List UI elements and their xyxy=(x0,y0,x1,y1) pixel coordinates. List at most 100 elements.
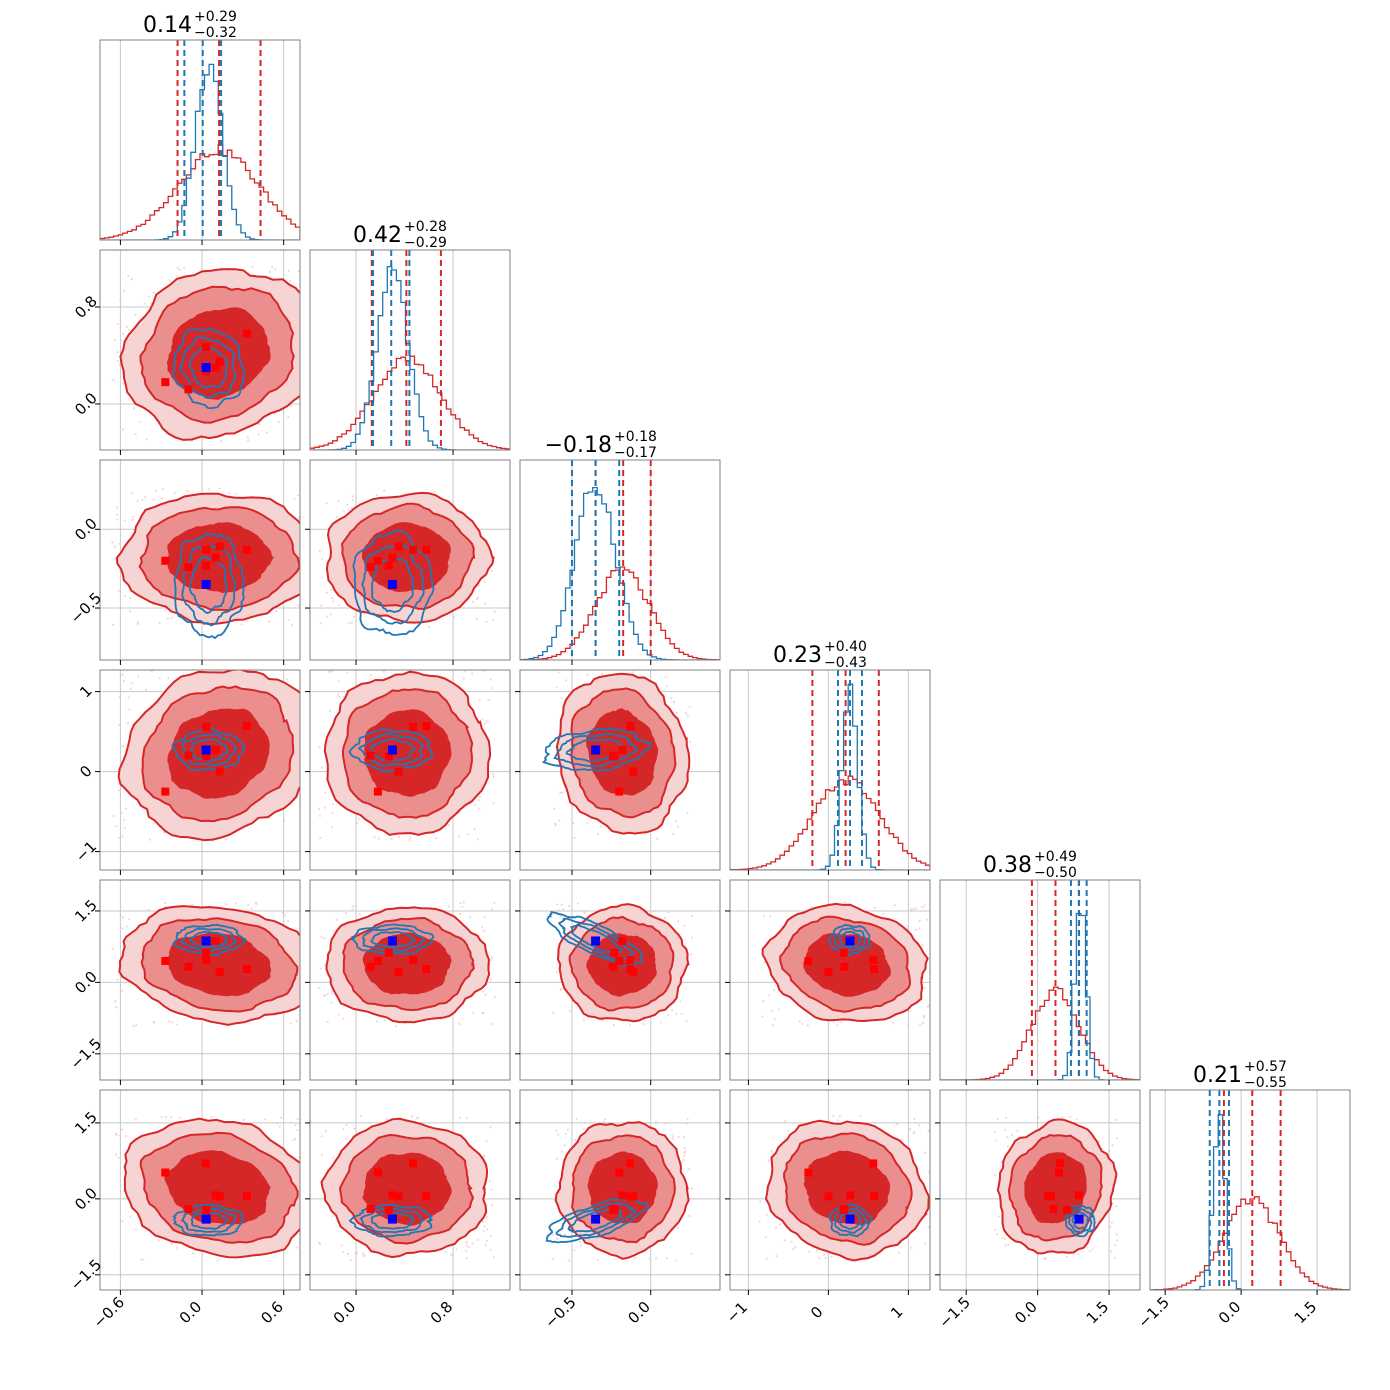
sample-dot xyxy=(170,1116,173,1119)
sample-dot xyxy=(290,624,293,627)
sample-dot xyxy=(483,602,486,605)
contour-b-level-2 xyxy=(171,727,246,772)
sample-marker xyxy=(869,956,878,964)
x-tick-label: −0.6 xyxy=(90,1293,128,1331)
sample-dot xyxy=(1111,1144,1114,1147)
sample-dot xyxy=(582,1019,585,1022)
sample-dot xyxy=(655,1257,658,1260)
sample-dot xyxy=(320,604,323,607)
sample-dot xyxy=(307,558,309,560)
sample-dot xyxy=(485,620,488,623)
panel-1-0: 0.0 0.8 xyxy=(71,249,315,455)
sample-dot xyxy=(136,500,139,503)
sample-dot xyxy=(484,1244,487,1247)
sample-marker xyxy=(384,561,393,570)
sample-dot xyxy=(123,594,126,597)
sample-marker xyxy=(215,1192,224,1201)
sample-dot xyxy=(476,838,479,841)
sample-dot xyxy=(471,672,474,675)
sample-dot xyxy=(234,493,237,496)
panel-content xyxy=(545,1117,693,1262)
sample-dot xyxy=(996,1117,999,1121)
sample-dot xyxy=(926,1005,930,1008)
sample-dot xyxy=(320,1213,322,1215)
sample-dot xyxy=(671,1135,674,1138)
panel-5-1: 0.0 0.8 xyxy=(305,1089,511,1327)
sample-dot xyxy=(913,1131,916,1134)
contour-b-level-2 xyxy=(541,727,652,772)
sample-dot xyxy=(783,1239,787,1242)
sample-dot xyxy=(326,1020,329,1024)
sample-dot xyxy=(321,514,323,516)
sample-dot xyxy=(560,915,563,918)
sample-dot xyxy=(474,804,477,807)
sample-dot xyxy=(900,1138,904,1142)
sample-dot xyxy=(485,720,488,723)
sample-dot xyxy=(927,1129,930,1132)
panel-content xyxy=(317,670,495,841)
sample-marker xyxy=(373,1168,382,1177)
sample-dot xyxy=(1044,1257,1047,1260)
sample-dot xyxy=(675,1259,678,1262)
contour-b-level-0 xyxy=(567,1207,623,1233)
sample-dot xyxy=(283,914,286,917)
sample-dot xyxy=(493,901,496,904)
sample-marker xyxy=(409,1159,418,1168)
panel-content xyxy=(111,487,323,640)
truth-marker xyxy=(387,936,397,946)
sample-dot xyxy=(330,1001,333,1004)
sample-dot xyxy=(337,680,340,683)
sample-dot xyxy=(784,1119,787,1123)
sample-dot xyxy=(118,363,121,366)
sample-dot xyxy=(115,513,119,516)
sample-dot xyxy=(296,1118,299,1121)
sample-dot xyxy=(119,914,122,917)
sample-dot xyxy=(480,926,484,929)
sample-dot xyxy=(435,837,438,840)
panel-5-3: −1 0 1 xyxy=(723,1089,931,1327)
sample-dot xyxy=(1065,1255,1068,1258)
sample-marker xyxy=(394,967,403,976)
y-tick-label: 1 xyxy=(76,682,95,701)
sample-dot xyxy=(323,964,327,967)
sample-dot xyxy=(486,1227,489,1231)
sample-dot xyxy=(129,687,132,690)
sample-dot xyxy=(596,832,600,835)
sample-dot xyxy=(491,618,495,622)
sample-dot xyxy=(227,492,230,495)
panel-4-0: −1.50.01.5 xyxy=(67,879,301,1085)
sample-dot xyxy=(124,1135,128,1138)
sample-dot xyxy=(353,615,356,618)
sample-dot xyxy=(778,1223,781,1226)
sample-dot xyxy=(683,1154,686,1157)
sample-dot xyxy=(313,377,315,379)
sample-dot xyxy=(485,1239,488,1242)
sample-dot xyxy=(265,431,268,434)
sample-marker xyxy=(366,962,375,971)
sample-dot xyxy=(245,620,248,623)
panel-4-4: 0.38 +0.49−0.50 xyxy=(939,849,1141,1085)
contour-a-level-2 xyxy=(587,1151,659,1224)
sample-dot xyxy=(351,498,354,502)
sample-marker xyxy=(608,1204,617,1213)
sample-dot xyxy=(319,836,322,840)
sample-marker xyxy=(242,329,251,338)
contour-b-level-2 xyxy=(172,1203,245,1237)
sample-dot xyxy=(127,696,130,699)
sample-dot xyxy=(330,992,333,995)
sample-dot xyxy=(304,1251,306,1253)
sample-dot xyxy=(357,817,360,820)
sample-dot xyxy=(132,1024,135,1028)
panel-3-0: −1 0 1 xyxy=(72,669,301,875)
sample-dot xyxy=(1115,1205,1118,1208)
y-tick-label: 0.0 xyxy=(71,1184,101,1214)
sample-dot xyxy=(317,986,321,990)
sample-dot xyxy=(130,278,133,281)
sample-dot xyxy=(909,1128,912,1131)
sample-dot xyxy=(120,1128,124,1131)
sample-dot xyxy=(583,1121,586,1124)
sample-dot xyxy=(317,807,321,810)
sample-dot xyxy=(115,824,118,828)
sample-dot xyxy=(345,1123,348,1127)
sample-dot xyxy=(893,904,897,907)
